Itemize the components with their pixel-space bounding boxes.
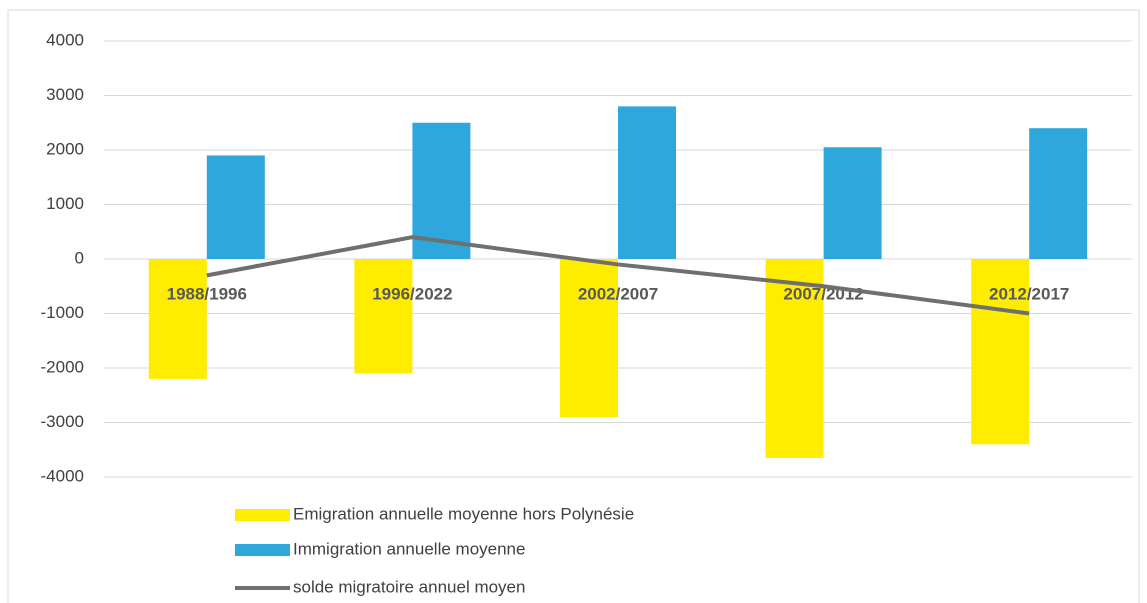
y-tick-label: -3000 (41, 412, 84, 431)
legend-swatch (235, 544, 290, 556)
y-tick-label: -2000 (41, 357, 84, 376)
y-tick-label: -1000 (41, 303, 84, 322)
bar (765, 259, 824, 458)
x-tick-label: 1988/1996 (167, 284, 247, 303)
y-tick-label: 0 (75, 248, 84, 267)
x-tick-label: 2012/2017 (989, 284, 1069, 303)
legend-swatch (235, 509, 290, 521)
y-tick-label: 2000 (46, 139, 84, 158)
legend-label: solde migratoire annuel moyen (293, 577, 525, 596)
bar (354, 259, 413, 374)
y-tick-label: 3000 (46, 85, 84, 104)
bar (618, 106, 676, 260)
y-tick-label: 4000 (46, 30, 84, 49)
x-tick-label: 1996/2022 (372, 284, 452, 303)
bar (148, 259, 207, 379)
bar (560, 259, 618, 418)
bar (206, 155, 265, 259)
bar (971, 259, 1030, 445)
bar (823, 147, 882, 259)
chart-frame (7, 9, 1140, 603)
legend-label: Immigration annuelle moyenne (293, 539, 525, 558)
y-tick-label: 1000 (46, 194, 84, 213)
line-series (206, 235, 1030, 316)
bar (412, 122, 471, 259)
legend-label: Emigration annuelle moyenne hors Polynés… (293, 504, 634, 523)
x-tick-label: 2002/2007 (578, 284, 658, 303)
bar (1029, 128, 1088, 259)
y-tick-label: -4000 (41, 466, 84, 485)
